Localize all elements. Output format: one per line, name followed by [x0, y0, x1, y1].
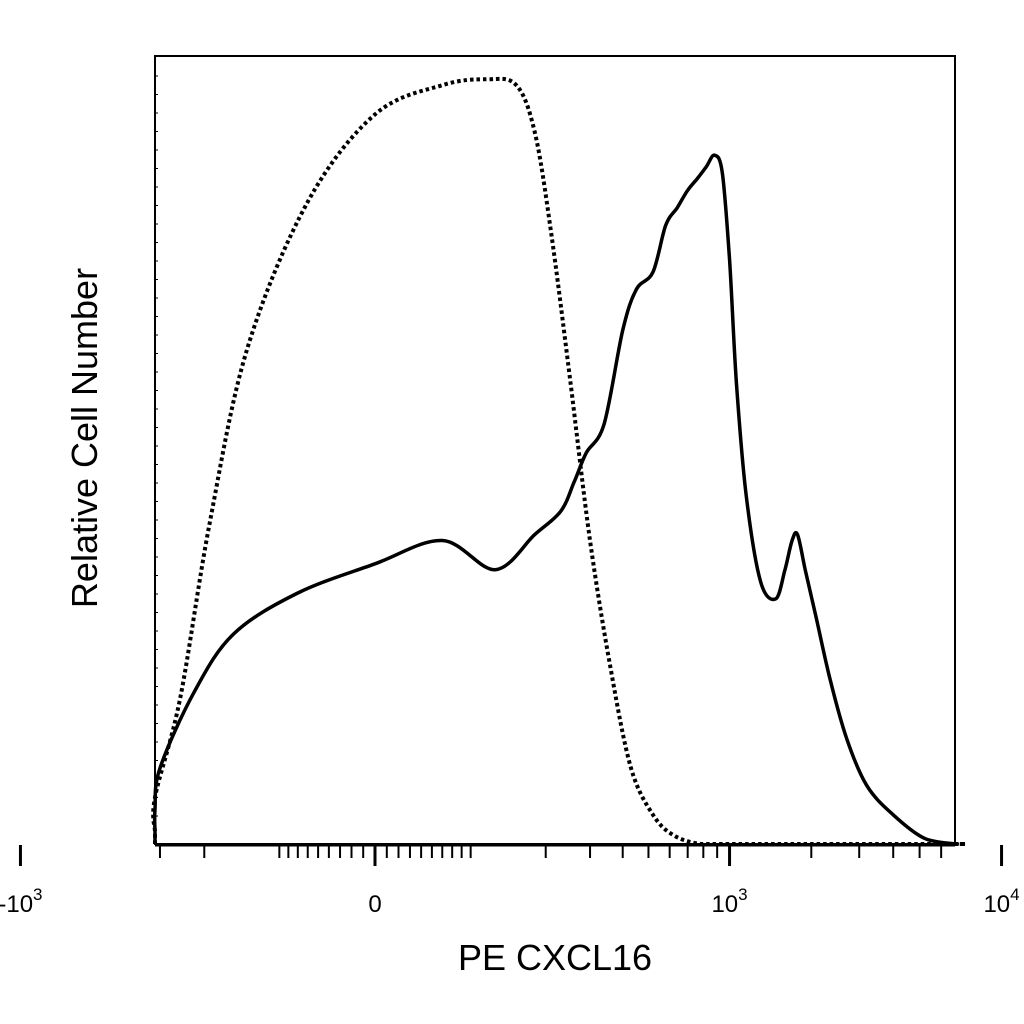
x-axis-minor-ticks: [158, 845, 943, 858]
x-tick-label-exponent: 3: [738, 885, 747, 904]
isotype-control-histogram: [151, 76, 968, 847]
x-tick-label-exponent: 4: [1010, 885, 1019, 904]
x-tick-label: 103: [711, 885, 747, 918]
x-axis: -103 0 103 104: [0, 843, 1020, 918]
series-layer: [151, 76, 968, 847]
x-tick-label: 0: [368, 891, 381, 918]
x-axis-title: PE CXCL16: [458, 937, 652, 978]
x-tick-label-exponent: 3: [33, 885, 42, 904]
x-tick-label: 104: [983, 885, 1019, 918]
stained-histogram: [152, 153, 959, 846]
y-axis-title: Relative Cell Number: [64, 268, 105, 608]
x-axis-major-ticks: [18, 845, 1004, 866]
x-axis-tick-labels: -103 0 103 104: [0, 885, 1020, 918]
x-tick-label: -103: [0, 885, 43, 918]
y-axis-ticks: [155, 75, 158, 817]
plot-frame: [154, 55, 956, 845]
